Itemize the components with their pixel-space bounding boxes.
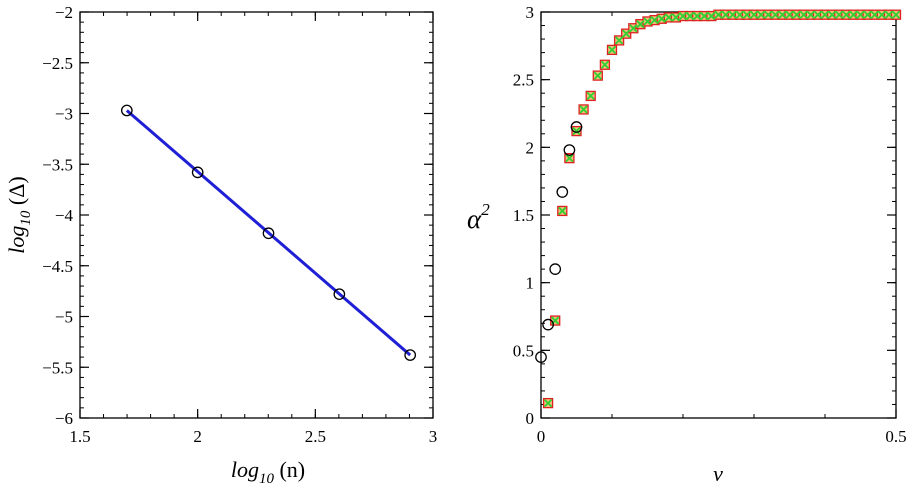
- left-circle-point: [191, 166, 204, 179]
- right-ticks: 0 0.5 0 0.5 1 1.5 2 2.5 3: [513, 3, 907, 446]
- left-y-tick-label: −2: [55, 3, 73, 22]
- right-x-tick-label: 0: [537, 427, 546, 446]
- right-cross-point: [572, 126, 581, 136]
- left-circle-point: [333, 288, 346, 301]
- right-y-tick-label: 0.5: [513, 341, 534, 360]
- left-y-axis-title: log10 (Δ): [4, 176, 34, 253]
- left-y-tick-label: −3.5: [42, 155, 73, 174]
- right-circle-point: [563, 144, 576, 156]
- right-cross-point: [764, 10, 773, 19]
- right-y-tick-label: 0: [526, 409, 535, 428]
- right-cross-point: [721, 10, 730, 19]
- right-cross-point: [877, 10, 886, 19]
- right-cross-point: [813, 10, 823, 19]
- left-x-tick-label: 2.5: [305, 427, 326, 446]
- right-cross-point: [870, 10, 879, 19]
- right-y-tick-label: 2.5: [513, 71, 534, 90]
- right-cross-point: [685, 11, 695, 21]
- left-circle-point: [120, 104, 133, 117]
- left-y-tick-label: −6: [55, 409, 73, 428]
- right-cross-point: [749, 10, 759, 19]
- left-x-tick-label: 2: [193, 427, 202, 446]
- right-cross-point: [835, 10, 844, 19]
- right-cross-point: [586, 91, 595, 101]
- left-y-tick-label: −3: [55, 105, 73, 124]
- right-cross-point: [636, 20, 645, 29]
- right-circle-point: [556, 186, 569, 198]
- right-cross-point: [884, 10, 894, 19]
- right-cross-point: [799, 10, 808, 19]
- left-y-tick-label: −2.5: [42, 54, 73, 73]
- right-cross-point: [558, 206, 567, 216]
- right-x-axis-title: ν: [713, 461, 723, 486]
- right-x-tick-label: 0.5: [885, 427, 906, 446]
- right-cross-point: [657, 14, 666, 23]
- right-cross-point: [778, 10, 787, 19]
- right-cross-point: [863, 10, 872, 19]
- right-cross-point: [600, 60, 610, 69]
- left-y-tick-label: −4: [55, 206, 74, 225]
- right-cross-point: [593, 71, 602, 80]
- right-cross-point: [629, 24, 638, 33]
- right-cross-point: [785, 10, 794, 19]
- right-circle-point: [535, 351, 547, 363]
- right-cross-point: [607, 45, 617, 55]
- right-cross-point: [700, 11, 709, 21]
- left-y-tick-label: −4.5: [42, 257, 73, 276]
- left-x-tick-label: 3: [429, 427, 438, 446]
- left-ticks: 1.5 2 2.5 3 −6 −5.5 −5 −4.5 −4 −3.5 −3 −2.5 −2: [42, 3, 437, 446]
- right-cross-point: [643, 17, 652, 26]
- right-circle-point: [570, 121, 583, 133]
- right-cross-point: [622, 29, 631, 38]
- right-cross-point: [728, 10, 737, 19]
- right-circle-point: [549, 263, 562, 275]
- right-cross-point: [742, 10, 752, 19]
- right-y-axis-title: α2: [467, 200, 490, 234]
- right-cross-point: [693, 11, 702, 21]
- right-cross-point: [771, 10, 780, 19]
- right-cross-point: [650, 15, 659, 25]
- left-fit-line: [125, 109, 412, 357]
- right-cross-point: [842, 10, 851, 19]
- right-marks: [535, 9, 902, 409]
- right-cross-point: [849, 10, 858, 19]
- left-y-tick-label: −5.5: [42, 358, 73, 377]
- right-y-tick-label: 1.5: [513, 206, 534, 225]
- right-cross-point: [891, 10, 901, 19]
- right-cross-point: [579, 105, 588, 114]
- right-cross-point: [856, 10, 865, 19]
- right-cross-point: [756, 10, 766, 19]
- right-circle-point: [542, 318, 554, 331]
- left-plot-frame: [79, 11, 434, 419]
- left-chart: 1.5 2 2.5 3 −6 −5.5 −5 −4.5 −4 −3.5 −3 −2.5 −2 log10…: [4, 3, 437, 487]
- right-cross-point: [543, 398, 553, 408]
- left-y-tick-label: −5: [55, 308, 73, 327]
- left-x-tick-label: 1.5: [69, 427, 90, 446]
- right-chart: 0 0.5 0 0.5 1 1.5 2 2.5 3 ν α2: [467, 3, 907, 486]
- right-cross-point: [565, 154, 574, 163]
- right-y-tick-label: 1: [526, 274, 535, 293]
- right-y-tick-label: 3: [526, 3, 535, 22]
- right-cross-point: [806, 10, 815, 19]
- right-cross-point: [664, 13, 673, 22]
- right-cross-point: [707, 11, 716, 21]
- right-cross-point: [614, 36, 624, 45]
- left-circle-point: [404, 349, 417, 361]
- right-cross-point: [792, 10, 801, 19]
- right-cross-point: [820, 10, 830, 19]
- left-x-axis-title: log10 (n): [231, 457, 305, 487]
- right-cross-point: [735, 10, 744, 19]
- right-cross-point: [671, 13, 681, 22]
- right-cross-point: [678, 11, 688, 21]
- right-y-tick-label: 2: [526, 138, 535, 157]
- right-cross-point: [714, 10, 723, 19]
- right-cross-point: [827, 10, 837, 19]
- left-circle-point: [262, 227, 275, 240]
- left-marks: [120, 104, 417, 361]
